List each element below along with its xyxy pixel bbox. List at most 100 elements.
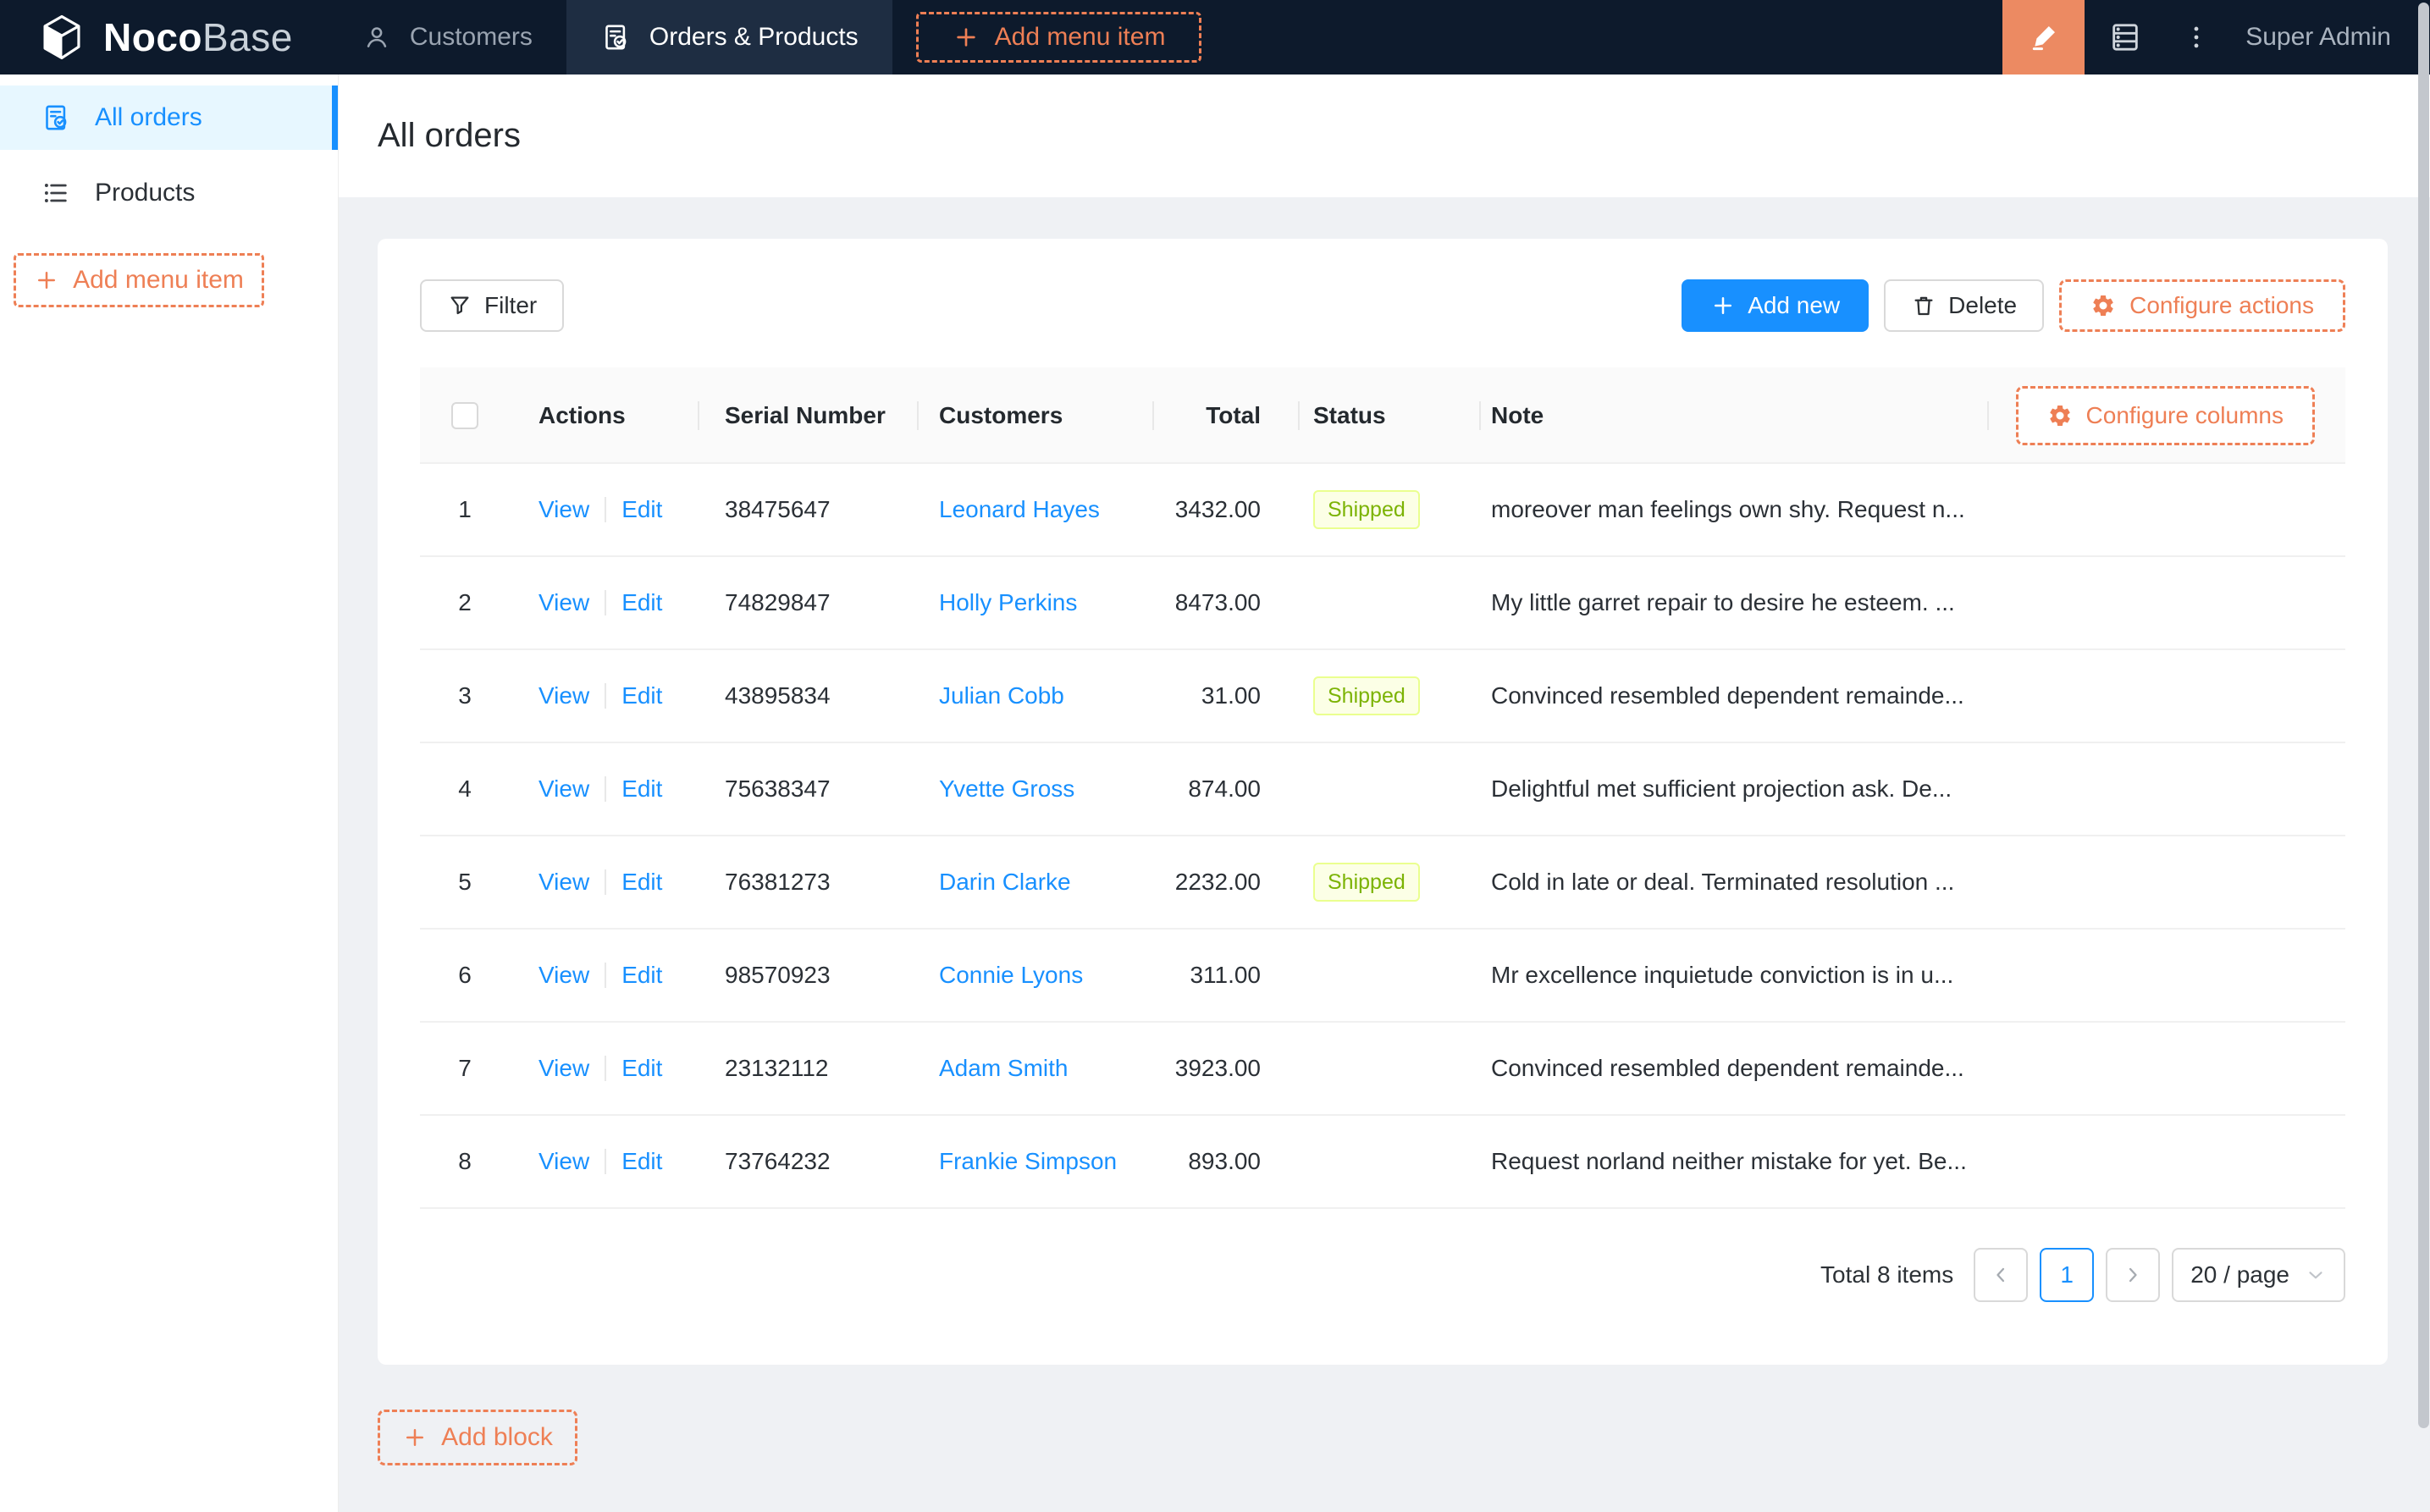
nav-item-customers[interactable]: Customers	[329, 0, 566, 74]
sidebar-item-products[interactable]: Products	[0, 161, 338, 225]
status-badge: Shipped	[1313, 676, 1420, 715]
chevron-down-icon	[2305, 1264, 2327, 1286]
customer-link[interactable]: Darin Clarke	[939, 869, 1071, 895]
nav-item-label: Orders & Products	[649, 23, 859, 51]
plus-icon	[34, 268, 59, 293]
delete-button[interactable]: Delete	[1884, 279, 2045, 332]
add-block-button[interactable]: Add block	[378, 1410, 577, 1465]
edit-link[interactable]: Edit	[621, 1055, 663, 1081]
table-row[interactable]: 7 View Edit 23132112 Adam Smith 3923.00 …	[420, 1023, 2345, 1116]
customer-link[interactable]: Adam Smith	[939, 1055, 1069, 1081]
table-row[interactable]: 5 View Edit 76381273 Darin Clarke 2232.0…	[420, 836, 2345, 930]
edit-link[interactable]: Edit	[621, 1148, 663, 1174]
sidebar-item-all-orders[interactable]: All orders	[0, 86, 338, 150]
logo-text: NocoBase	[103, 15, 293, 59]
view-link[interactable]: View	[538, 775, 590, 802]
pagination-next-button[interactable]	[2106, 1248, 2161, 1302]
configure-actions-button[interactable]: Configure actions	[2059, 279, 2345, 332]
view-link[interactable]: View	[538, 869, 590, 895]
view-link[interactable]: View	[538, 496, 590, 522]
scrollbar-thumb[interactable]	[2418, 3, 2429, 1428]
customer-link[interactable]: Julian Cobb	[939, 682, 1064, 709]
status-cell: Shipped	[1300, 490, 1481, 529]
toolbar-right-group: Add new Delete Configure actions	[1682, 279, 2345, 332]
pagination: Total 8 items 1 20 / page	[420, 1248, 2345, 1302]
edit-link[interactable]: Edit	[621, 496, 663, 522]
row-index: 4	[458, 775, 472, 802]
row-index-cell: 5	[420, 869, 538, 896]
add-menu-item-label: Add menu item	[994, 23, 1166, 51]
plugin-manager-button[interactable]	[2085, 0, 2166, 74]
view-link[interactable]: View	[538, 682, 590, 709]
content-area: Filter Add new Delete Configure actions	[339, 197, 2430, 1512]
customer-cell: Frankie Simpson	[919, 1148, 1154, 1175]
nav-item-label: Customers	[409, 23, 533, 51]
actions-divider	[605, 1056, 607, 1081]
user-menu[interactable]: Super Admin	[2227, 0, 2430, 74]
row-actions-cell: View Edit	[538, 682, 699, 709]
row-index: 3	[458, 682, 472, 709]
pagination-page-1-button[interactable]: 1	[2040, 1248, 2095, 1302]
customer-link[interactable]: Leonard Hayes	[939, 496, 1100, 522]
nocobase-logo-icon	[37, 13, 86, 62]
configure-columns-button[interactable]: Configure columns	[2015, 386, 2315, 445]
trash-icon	[1911, 293, 1936, 318]
view-link[interactable]: View	[538, 962, 590, 988]
nocobase-logo[interactable]: NocoBase	[0, 0, 329, 74]
row-index-cell: 6	[420, 962, 538, 989]
select-all-checkbox[interactable]	[451, 402, 478, 429]
table-row[interactable]: 3 View Edit 43895834 Julian Cobb 31.00 S…	[420, 650, 2345, 743]
table-row[interactable]: 8 View Edit 73764232 Frankie Simpson 893…	[420, 1116, 2345, 1209]
list-icon	[41, 178, 71, 208]
add-block-label: Add block	[441, 1423, 553, 1451]
header-select-all-cell	[420, 367, 538, 464]
serial-number-cell: 74829847	[725, 589, 831, 615]
edit-link[interactable]: Edit	[621, 775, 663, 802]
row-index-cell: 3	[420, 682, 538, 709]
note-cell: Delightful met sufficient projection ask…	[1491, 775, 1952, 802]
customer-link[interactable]: Yvette Gross	[939, 775, 1075, 802]
topbar-add-menu-item-button[interactable]: Add menu item	[915, 12, 1202, 63]
edit-link[interactable]: Edit	[621, 589, 663, 615]
edit-link[interactable]: Edit	[621, 869, 663, 895]
more-options-button[interactable]	[2166, 0, 2227, 74]
view-link[interactable]: View	[538, 1055, 590, 1081]
total-cell: 2232.00	[1174, 869, 1261, 895]
table-row[interactable]: 6 View Edit 98570923 Connie Lyons 311.00…	[420, 930, 2345, 1023]
customer-cell: Julian Cobb	[919, 682, 1154, 709]
customer-link[interactable]: Holly Perkins	[939, 589, 1078, 615]
header-customers: Customers	[919, 367, 1154, 464]
row-actions-cell: View Edit	[538, 869, 699, 896]
total-cell: 874.00	[1188, 775, 1261, 802]
row-actions-cell: View Edit	[538, 775, 699, 803]
page-size-select[interactable]: 20 / page	[2172, 1248, 2345, 1302]
table-row[interactable]: 2 View Edit 74829847 Holly Perkins 8473.…	[420, 557, 2345, 650]
row-index-cell: 8	[420, 1148, 538, 1175]
table-row[interactable]: 4 View Edit 75638347 Yvette Gross 874.00…	[420, 743, 2345, 836]
gear-icon	[2047, 403, 2073, 428]
header-actions: Actions	[538, 367, 699, 464]
customer-link[interactable]: Frankie Simpson	[939, 1148, 1118, 1174]
filter-button[interactable]: Filter	[420, 279, 565, 332]
table-header-row: Actions Serial Number Customers Total St…	[420, 367, 2345, 464]
serial-number-cell: 23132112	[725, 1055, 829, 1081]
add-new-button[interactable]: Add new	[1682, 279, 1869, 332]
edit-link[interactable]: Edit	[621, 682, 663, 709]
edit-link[interactable]: Edit	[621, 962, 663, 988]
nav-item-orders-products[interactable]: Orders & Products	[566, 0, 892, 74]
ui-editor-button[interactable]	[2002, 0, 2085, 74]
add-new-label: Add new	[1748, 292, 1841, 318]
actions-divider	[605, 776, 607, 802]
total-cell: 8473.00	[1174, 589, 1261, 615]
funnel-icon	[447, 293, 472, 318]
user-name: Super Admin	[2245, 23, 2391, 51]
view-link[interactable]: View	[538, 589, 590, 615]
header-configure-cell: Configure columns	[1989, 367, 2345, 464]
row-actions-cell: View Edit	[538, 1148, 699, 1175]
view-link[interactable]: View	[538, 1148, 590, 1174]
pagination-prev-button[interactable]	[1974, 1248, 2029, 1302]
table-row[interactable]: 1 View Edit 38475647 Leonard Hayes 3432.…	[420, 464, 2345, 557]
sidebar-add-menu-item-button[interactable]: Add menu item	[14, 253, 264, 307]
customer-link[interactable]: Connie Lyons	[939, 962, 1084, 988]
